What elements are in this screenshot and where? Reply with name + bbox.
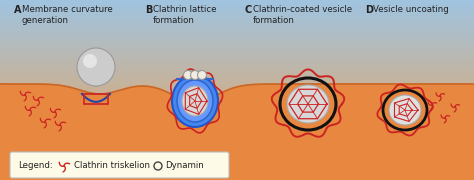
Text: Clathrin triskelion: Clathrin triskelion: [74, 161, 150, 170]
Text: Clathrin-coated vesicle
formation: Clathrin-coated vesicle formation: [253, 5, 352, 25]
Ellipse shape: [182, 86, 208, 116]
Polygon shape: [0, 84, 474, 180]
Circle shape: [183, 71, 192, 80]
Circle shape: [83, 54, 97, 68]
Text: Vesicle uncoating: Vesicle uncoating: [373, 5, 449, 14]
Text: Legend:: Legend:: [18, 161, 53, 170]
Ellipse shape: [172, 75, 218, 127]
Ellipse shape: [287, 85, 329, 123]
Ellipse shape: [389, 95, 421, 125]
Text: Dynamin: Dynamin: [165, 161, 204, 170]
Text: B: B: [145, 5, 152, 15]
Text: Membrane curvature
generation: Membrane curvature generation: [22, 5, 113, 25]
Text: C: C: [245, 5, 252, 15]
Circle shape: [77, 48, 115, 86]
Circle shape: [191, 71, 200, 80]
Text: A: A: [14, 5, 21, 15]
Circle shape: [198, 71, 207, 80]
Text: Clathrin lattice
formation: Clathrin lattice formation: [153, 5, 217, 25]
Ellipse shape: [177, 80, 213, 122]
Text: D: D: [365, 5, 373, 15]
FancyBboxPatch shape: [10, 152, 229, 178]
